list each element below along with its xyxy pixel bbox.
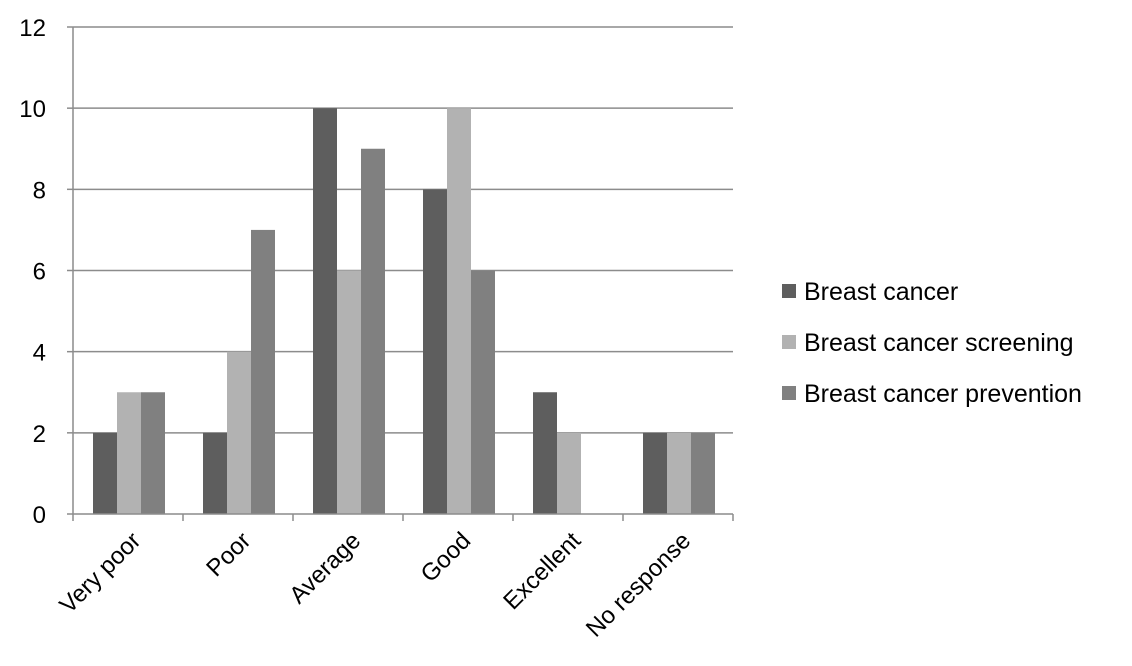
y-tick-label: 2: [33, 421, 46, 448]
x-tick-label: Good: [416, 527, 477, 588]
x-tick-label: No response: [581, 527, 696, 642]
x-tick-label: Very poor: [55, 527, 147, 619]
y-tick-labels: 0 2 4 6 8 10 12: [19, 15, 46, 529]
legend-swatch-1: [782, 284, 796, 298]
x-tick-label: Excellent: [498, 527, 586, 615]
bar-excellent-series-1: [533, 392, 557, 514]
legend-label-2: Breast cancer screening: [804, 329, 1074, 357]
bar-good-series-2: [447, 108, 471, 515]
gridlines: [73, 26, 733, 434]
y-tick-label: 6: [33, 259, 46, 286]
legend-label-1: Breast cancer: [804, 278, 958, 306]
bar-poor-series-2: [227, 351, 251, 514]
bar-no-response-series-2: [667, 432, 691, 514]
x-tick-label: Poor: [201, 527, 256, 582]
bars: [93, 108, 715, 515]
y-tick-label: 12: [19, 15, 46, 42]
bar-very-poor-series-1: [93, 432, 117, 514]
y-tick-label: 4: [33, 340, 46, 367]
legend: Breast cancer Breast cancer screening Brea…: [782, 278, 1082, 408]
bar-excellent-series-2: [557, 432, 581, 514]
bar-good-series-1: [423, 189, 447, 515]
bar-average-series-1: [313, 108, 337, 515]
bar-poor-series-1: [203, 432, 227, 514]
bar-very-poor-series-2: [117, 392, 141, 514]
bar-no-response-series-3: [691, 432, 715, 514]
bar-good-series-3: [471, 270, 495, 514]
bar-no-response-series-1: [643, 432, 667, 514]
legend-label-3: Breast cancer prevention: [804, 380, 1082, 408]
bar-poor-series-3: [251, 229, 275, 514]
bar-average-series-3: [361, 148, 385, 514]
x-tick-label: Average: [284, 527, 366, 609]
bar-very-poor-series-3: [141, 392, 165, 514]
y-tick-label: 0: [33, 502, 46, 529]
axes: [67, 26, 734, 521]
legend-swatch-2: [782, 335, 796, 349]
y-tick-label: 10: [19, 96, 46, 123]
legend-swatch-3: [782, 386, 796, 400]
bar-average-series-2: [337, 270, 361, 514]
y-tick-label: 8: [33, 177, 46, 204]
